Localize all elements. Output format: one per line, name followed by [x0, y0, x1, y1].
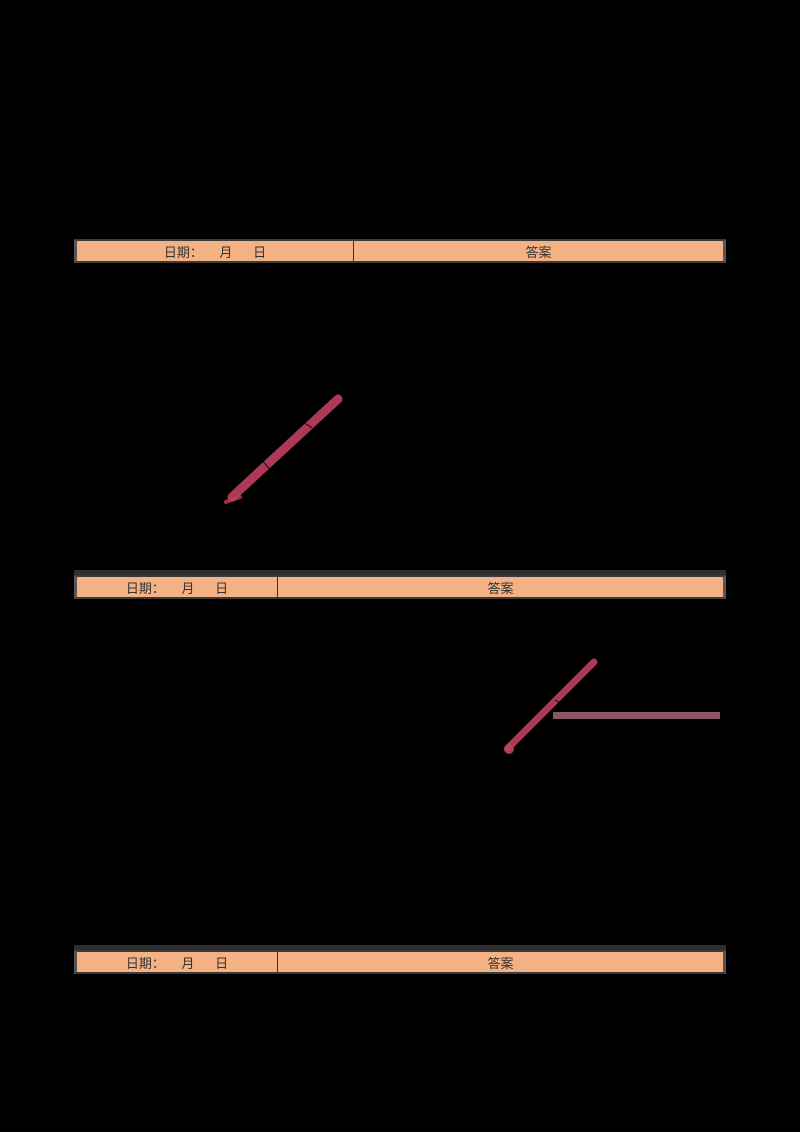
answer-cell: 答案 [487, 956, 514, 972]
date-answer-header-1: 日期： 月 日 答案 [74, 239, 726, 263]
date-answer-header-2: 日期： 月 日 答案 [74, 570, 726, 599]
answer-cell: 答案 [525, 245, 552, 261]
date-answer-header-3: 日期： 月 日 答案 [74, 945, 726, 974]
header-top-border [74, 945, 726, 950]
header-top-border [74, 570, 726, 575]
strike-mark-2 [504, 658, 598, 754]
date-cell: 日期： 月 日 [77, 952, 278, 972]
horizontal-mark-line [553, 712, 720, 719]
answer-cell: 答案 [487, 581, 514, 597]
date-cell: 日期： 月 日 [77, 241, 354, 261]
date-cell: 日期： 月 日 [77, 577, 278, 597]
strike-mark-1 [224, 394, 343, 504]
